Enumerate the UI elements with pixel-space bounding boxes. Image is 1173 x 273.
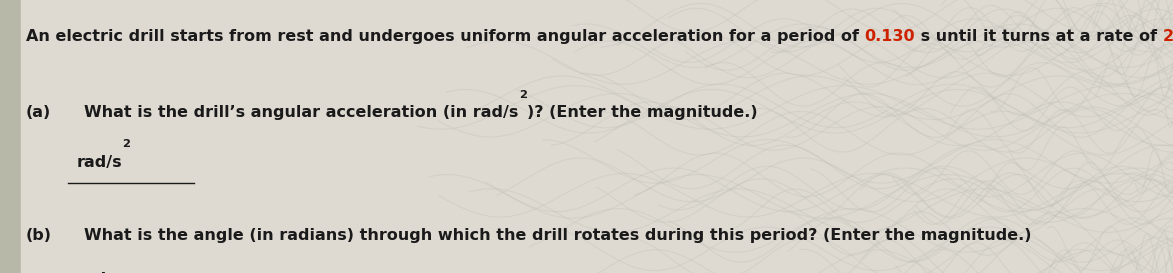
Text: 2.35 × 10: 2.35 × 10	[1162, 29, 1173, 44]
Text: rad: rad	[76, 272, 107, 273]
Text: s until it turns at a rate of: s until it turns at a rate of	[915, 29, 1162, 44]
Text: (b): (b)	[26, 228, 52, 243]
Text: 0.130: 0.130	[865, 29, 915, 44]
Text: What is the angle (in radians) through which the drill rotates during this perio: What is the angle (in radians) through w…	[84, 228, 1032, 243]
Text: (a): (a)	[26, 105, 52, 120]
Text: 2: 2	[518, 90, 527, 100]
Text: What is the drill’s angular acceleration (in rad/s: What is the drill’s angular acceleration…	[84, 105, 518, 120]
Text: 2: 2	[122, 140, 130, 149]
Text: An electric drill starts from rest and undergoes uniform angular acceleration fo: An electric drill starts from rest and u…	[26, 29, 865, 44]
Text: rad/s: rad/s	[76, 155, 122, 170]
Text: )? (Enter the magnitude.): )? (Enter the magnitude.)	[527, 105, 758, 120]
Bar	[0, 0, 21, 273]
